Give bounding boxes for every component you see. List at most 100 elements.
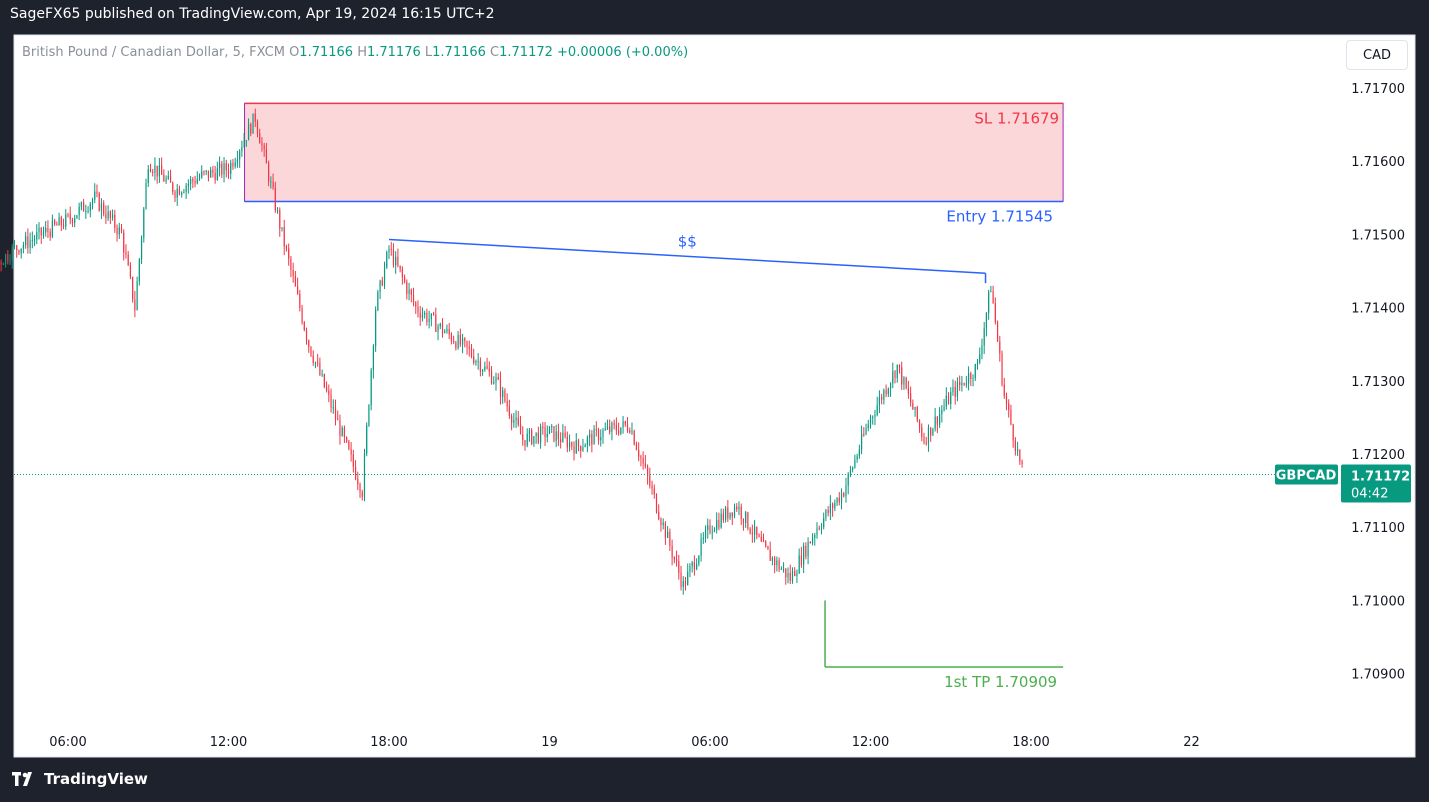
candle-body [912,402,914,410]
candle-body [368,405,370,426]
candle-body [294,276,296,287]
y-tick-label: 1.71200 [1351,448,1405,463]
candle-body [939,414,941,425]
candle-body [482,370,484,372]
candle-body [31,239,33,241]
candle-body [212,169,214,173]
candle-body [539,426,542,443]
candle-body [348,441,350,450]
candle-body [702,537,704,539]
candle-body [620,427,622,434]
candle-body [854,459,856,468]
candle-body [350,449,352,455]
candle-body [185,185,187,192]
candle-body [849,469,852,474]
candle-body [758,535,760,537]
candle-body [597,429,600,441]
candle-body [453,341,455,343]
candle-body [58,217,60,226]
candle-body [662,522,664,525]
candle-body [105,213,107,219]
candle-body [477,361,479,363]
candle-body [954,387,956,397]
candle-body [720,513,722,528]
candle-body [680,572,682,587]
candle-body [9,260,11,262]
candle-body [941,410,943,415]
candle-body [651,485,653,489]
candle-body [60,217,62,226]
candle-body [214,172,216,180]
candle-body [33,239,36,241]
candle-body [860,433,863,450]
candle-body [961,382,963,386]
candle-body [729,512,731,519]
candle-body [684,580,687,585]
candle-body [464,338,466,342]
candle-body [486,366,488,369]
candle-body [470,348,473,357]
x-tick-label: 19 [541,735,558,750]
candle-body [840,493,843,503]
candle-body [700,538,702,557]
candle-body [825,510,827,518]
candle-body [426,312,428,323]
take-profit-label: 1st TP 1.70909 [944,673,1057,691]
candle-body [424,312,426,315]
footer-brand-text: TradingView [44,770,148,788]
candle-body [397,256,399,266]
candle-body [1017,449,1019,451]
candle-body [310,346,312,356]
candle-body [468,346,470,349]
candle-body [979,354,981,363]
candle-body [118,227,120,235]
candle-body [727,507,729,519]
candle-body [903,377,905,385]
y-tick-label: 1.71600 [1351,155,1405,170]
candle-body [894,371,896,379]
candle-body [693,562,695,570]
candle-body [985,312,988,329]
candle-body [457,334,459,349]
candle-body [83,202,85,212]
candle-body [22,245,25,249]
candle-body [85,211,87,213]
candle-body [317,362,319,364]
candle-body [303,322,305,331]
candle-body [881,397,883,400]
candle-body [120,227,123,233]
candle-body [250,124,252,134]
candle-body [446,328,448,332]
x-tick-label: 06:00 [691,735,728,750]
candle-body [548,426,551,434]
candle-body [116,227,118,235]
candle-body [67,214,69,216]
candle-body [711,531,713,533]
candle-body [609,426,611,433]
countdown-label: 04:42 [1351,486,1388,501]
candle-body [582,447,584,451]
candle-body [767,546,769,550]
currency-button[interactable]: CAD [1346,40,1408,70]
candle-body [885,390,887,395]
candle-body [270,181,272,183]
candle-body [16,245,18,251]
candle-body [852,467,854,470]
candle-body [800,555,802,565]
candle-body [780,568,782,570]
candle-body [970,373,972,380]
candle-body [774,557,776,566]
candle-body [921,427,923,437]
candle-body [1010,409,1012,425]
candle-body [967,373,970,384]
candle-body [673,557,675,560]
candle-body [916,407,918,421]
chart-area[interactable] [14,35,1415,757]
candle-body [863,433,865,435]
candle-body [807,541,809,557]
candle-body [927,427,930,444]
candle-body [638,449,640,457]
candle-body [263,145,265,150]
y-tick-label: 1.71100 [1351,521,1405,536]
